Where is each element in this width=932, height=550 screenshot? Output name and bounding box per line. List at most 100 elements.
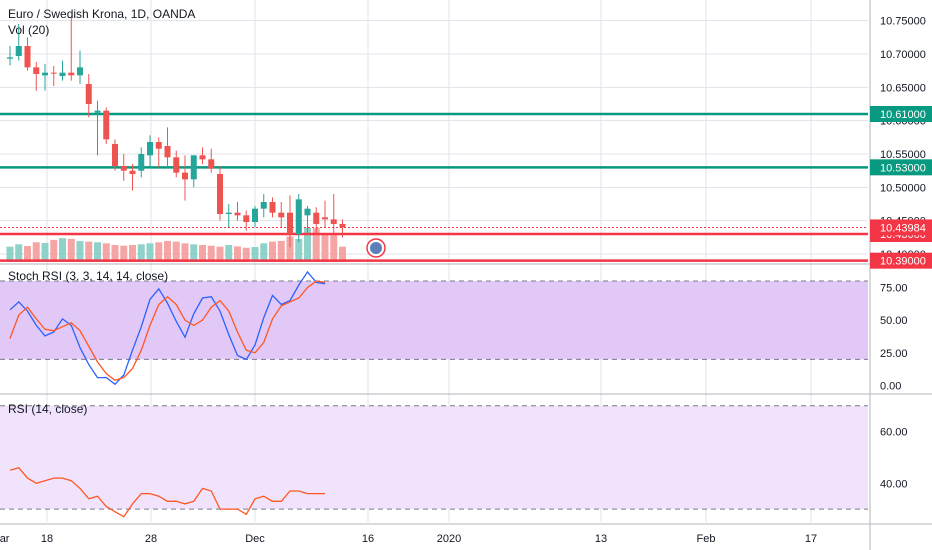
candlesticks [7,17,346,248]
volume-label[interactable]: Vol (20) [8,23,49,37]
volume-bar [234,246,241,262]
rsi-pane[interactable] [0,405,868,518]
candle-body [322,217,328,220]
price-axis[interactable]: 10.7500010.7000010.6500010.6000010.55000… [880,16,926,491]
oscillator-tick-label: 50.00 [880,315,908,327]
candle-body [120,166,127,171]
stoch-rsi-band [0,281,868,360]
oscillator-tick-label: 25.00 [880,348,908,360]
volume-bar [295,238,303,262]
candle-body [199,155,206,160]
volume-bar [242,247,250,262]
price-tick-label: 10.70000 [880,49,926,61]
volume-bar [321,234,329,262]
volume-bar [260,243,268,262]
stoch-rsi-pane[interactable] [0,270,868,386]
time-tick-label: 16 [362,533,374,545]
candle-body [243,215,250,222]
candle-body [225,212,232,214]
candle-body [15,46,22,56]
candle-body [147,142,153,156]
series-line-rsi [9,467,325,518]
rsi-label[interactable]: RSI (14, close) [8,402,87,416]
volume-bar [15,244,23,262]
volume-bar [85,241,93,262]
candle-body [295,199,302,234]
volume-bar [59,238,66,262]
candle-body [164,146,171,158]
volume-bar [67,238,75,262]
level-price-label: 10.61000 [880,109,926,121]
series-line-k [9,270,326,386]
volume-bar [24,246,31,262]
volume-bar [102,243,110,262]
level-price-badge [870,252,932,269]
volume-bar [339,246,346,262]
volume-bar [155,242,163,262]
stoch-rsi-label[interactable]: Stoch RSI (3, 3, 14, 14, close) [8,269,168,283]
candle-body [68,72,75,76]
price-tick-label: 10.50000 [880,182,926,194]
oscillator-tick-label: 0.00 [880,380,901,392]
candle-body [260,202,267,209]
level-price-label: 10.53000 [880,162,926,174]
candle-body [252,208,258,222]
volume-bar [269,241,276,262]
horizontal-levels[interactable] [0,112,868,262]
volume-bar [120,245,128,262]
rsi-line [0,405,868,518]
candle-body [269,202,276,213]
volume-bar [146,243,154,262]
candle-body [94,110,101,113]
price-pane[interactable] [0,17,868,262]
time-tick-label: Feb [697,533,716,545]
volume-bar [32,242,40,262]
volume-bar [304,228,311,262]
volume-bars [6,228,346,262]
candle-body [173,157,180,173]
volume-bar [172,241,180,262]
time-tick-label: 13 [595,533,607,545]
candle-body [33,67,40,74]
candle-body [313,212,320,224]
level-price-badge [870,159,932,176]
candle-body [50,72,57,74]
candle-body [278,212,285,218]
oscillator-tick-label: 60.00 [880,427,908,439]
symbol-title[interactable]: Euro / Swedish Krona, 1D, OANDA [8,7,195,21]
rsi-band [0,405,868,510]
volume-bar [164,240,171,262]
time-tick-label: Dec [245,533,265,545]
candle-body [287,212,293,234]
volume-bar [181,243,189,262]
candle-body [182,172,188,180]
candle-body [112,144,118,166]
candle-body [217,174,223,214]
oscillator-tick-label: 40.00 [880,478,908,490]
volume-bar [277,240,285,262]
time-axis[interactable]: 18 28 Dec 16 2020 13 Feb 17 Mar [0,533,817,545]
time-tick-label: 2020 [437,533,461,545]
candle-body [42,72,48,76]
time-tick-label: 18 [41,533,53,545]
last-price-badge [870,219,932,236]
volume-bar [312,228,320,262]
candle-body [339,224,346,228]
circle-marker-icon[interactable] [366,238,386,258]
candle-body [155,142,162,149]
price-tick-label: 10.65000 [880,82,926,94]
level-price-badge [870,106,932,122]
volume-bar [199,245,206,262]
volume-bar [76,240,84,262]
volume-bar [330,234,338,262]
level-price-label: 10.39000 [880,256,926,268]
volume-bar [137,244,145,262]
candle-body [129,170,136,174]
last-price-label: 10.43984 [880,222,926,234]
time-tick-label: 17 [805,533,817,545]
series-line-d [9,280,326,382]
stoch-rsi-lines [0,270,868,386]
candle-body [85,84,92,104]
